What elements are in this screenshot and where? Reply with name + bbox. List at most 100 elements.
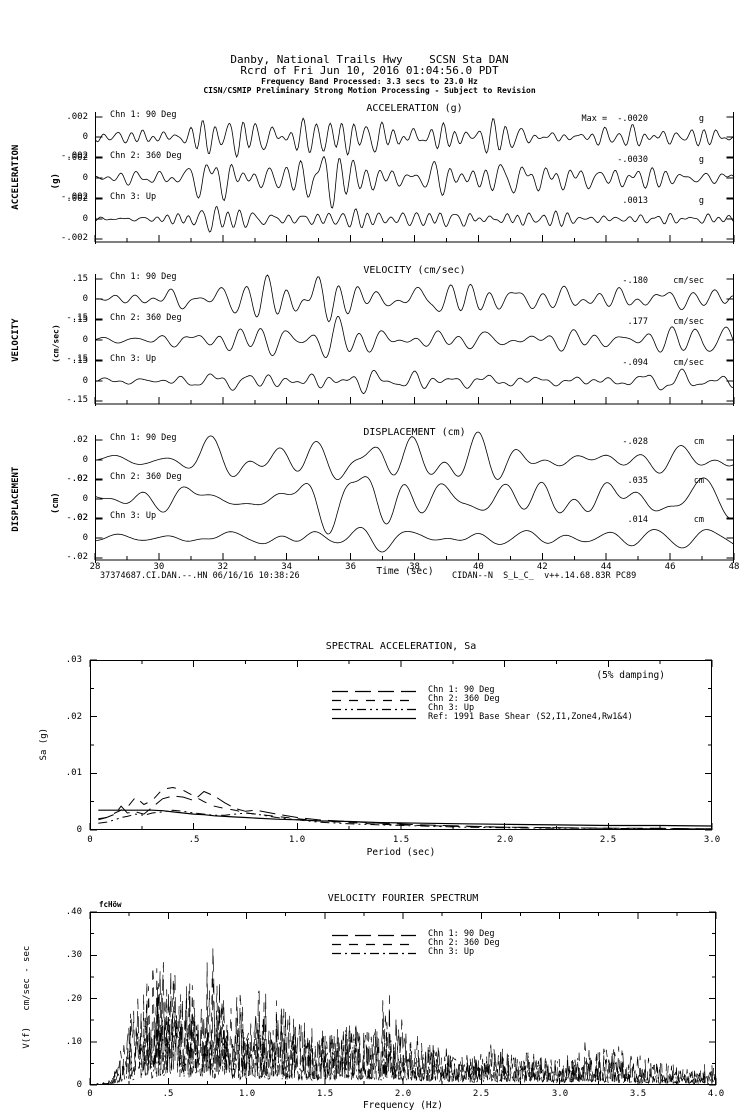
- y-tick-label: .20: [65, 994, 82, 1004]
- peak-value: .014: [627, 515, 648, 525]
- channel-label: Chn 2: 360 Deg: [110, 151, 182, 161]
- station-title: Danby, National Trails Hwy SCSN Sta DAN: [230, 53, 509, 66]
- legend-label-chn2: Chn 2: 360 Deg: [428, 938, 500, 948]
- y-tick-label: .02: [65, 712, 82, 722]
- fourier-x-axis-label: Frequency (Hz): [362, 1100, 444, 1111]
- legend-line-chn2: [332, 943, 416, 946]
- corner-frequency-label: fcHöw: [99, 900, 122, 909]
- y-tick-label: .40: [65, 907, 82, 917]
- peak-unit: g: [698, 155, 704, 165]
- legend-label-chn1: Chn 1: 90 Deg: [428, 929, 495, 939]
- y-tick-label: -.15: [66, 395, 88, 405]
- y-tick-label: .02: [71, 474, 88, 484]
- y-tick-label: -.15: [66, 354, 88, 364]
- x-tick-label: 34: [281, 562, 293, 572]
- velocity-side-label: VELOCITY: [10, 318, 21, 362]
- y-tick-label: -.002: [60, 233, 88, 243]
- x-tick-label: 42: [536, 562, 548, 572]
- displacement-traces-plot: [94, 431, 735, 563]
- y-tick-label: .002: [66, 194, 88, 204]
- x-tick-label: 38: [409, 562, 420, 572]
- peak-value: Max = -.0020: [581, 114, 648, 124]
- y-tick-label: 0: [82, 173, 88, 183]
- peak-value: -.028: [622, 437, 648, 447]
- record-datetime: Rcrd of Fri Jun 10, 2016 01:04:56.0 PDT: [240, 64, 499, 77]
- legend-line-ref: [332, 717, 416, 720]
- x-tick-label: 2.0: [496, 835, 514, 845]
- x-tick-label: 2.5: [599, 835, 617, 845]
- peak-unit: cm: [693, 515, 704, 525]
- channel-label: Chn 3: Up: [110, 192, 157, 202]
- sa-plot: [89, 659, 713, 831]
- y-tick-label: .15: [71, 315, 88, 325]
- peak-unit: cm: [693, 437, 704, 447]
- channel-label: Chn 1: 90 Deg: [110, 272, 177, 282]
- legend-label-ref: Ref: 1991 Base Shear (S2,I1,Zone4,Rw1&4): [428, 712, 633, 722]
- legend-label-chn1: Chn 1: 90 Deg: [428, 685, 495, 695]
- x-tick-label: 36: [345, 562, 357, 572]
- x-tick-label: .5: [188, 835, 200, 845]
- legend-line-chn1: [332, 934, 416, 937]
- x-tick-label: 4.0: [707, 1089, 725, 1099]
- x-tick-label: 46: [664, 562, 676, 572]
- x-tick-label: 2.0: [394, 1089, 412, 1099]
- y-tick-label: .10: [65, 1037, 82, 1047]
- y-tick-label: -.15: [66, 313, 88, 323]
- y-tick-label: .15: [71, 274, 88, 284]
- legend-line-chn2: [332, 699, 416, 702]
- y-tick-label: 0: [82, 214, 88, 224]
- y-tick-label: 0: [82, 132, 88, 142]
- y-tick-label: .002: [66, 153, 88, 163]
- record-id-footer: 37374687.CI.DAN.--.HN 06/16/16 10:38:26: [100, 571, 300, 581]
- x-tick-label: 1.5: [392, 835, 410, 845]
- y-tick-label: .01: [65, 768, 82, 778]
- peak-unit: g: [698, 114, 704, 124]
- x-tick-label: 2.5: [472, 1089, 490, 1099]
- sa-x-axis-label: Period (sec): [366, 847, 436, 858]
- y-tick-label: -.02: [66, 474, 88, 484]
- processing-version-footer: CIDAN--N S_L_C_ v++.14.68.83R PC89: [452, 571, 637, 581]
- fourier-plot: [89, 911, 717, 1086]
- x-tick-label: 1.5: [316, 1089, 334, 1099]
- displacement-panel-title: DISPLACEMENT (cm): [363, 427, 466, 438]
- x-tick-label: 3.0: [703, 835, 721, 845]
- legend-label-chn3: Chn 3: Up: [428, 947, 475, 957]
- channel-label: Chn 3: Up: [110, 354, 157, 364]
- displacement-side-label: DISPLACEMENT: [10, 466, 21, 532]
- x-tick-label: 44: [600, 562, 612, 572]
- x-tick-label: 28: [89, 562, 101, 572]
- frequency-band-note: Frequency Band Processed: 3.3 secs to 23…: [261, 77, 478, 86]
- y-tick-label: .30: [65, 950, 82, 960]
- x-tick-label: 40: [472, 562, 484, 572]
- channel-label: Chn 1: 90 Deg: [110, 433, 177, 443]
- y-tick-label: 0: [76, 1080, 82, 1090]
- x-tick-label: 0: [87, 835, 93, 845]
- velocity-traces-plot: [94, 274, 735, 406]
- peak-value: -.0030: [617, 155, 648, 165]
- legend-line-chn3: [332, 708, 416, 711]
- x-tick-label: .5: [162, 1089, 174, 1099]
- sa-plot-title: SPECTRAL ACCELERATION, Sa: [325, 641, 477, 652]
- y-tick-label: .002: [66, 112, 88, 122]
- channel-label: Chn 2: 360 Deg: [110, 313, 182, 323]
- y-tick-label: -.02: [66, 552, 88, 562]
- x-tick-label: 48: [728, 562, 739, 572]
- y-tick-label: 0: [82, 494, 88, 504]
- legend-line-chn1: [332, 690, 416, 693]
- acceleration-panel-title: ACCELERATION (g): [366, 103, 463, 114]
- acceleration-side-label: ACCELERATION: [10, 144, 21, 210]
- processing-note: CISN/CSMIP Preliminary Strong Motion Pro…: [203, 86, 536, 95]
- y-tick-label: 0: [82, 335, 88, 345]
- peak-unit: cm/sec: [673, 358, 704, 368]
- x-tick-label: 3.0: [551, 1089, 569, 1099]
- y-tick-label: 0: [82, 376, 88, 386]
- y-tick-label: 0: [82, 455, 88, 465]
- y-tick-label: .02: [71, 435, 88, 445]
- acceleration-traces-plot: [94, 112, 735, 244]
- damping-annotation: (5% damping): [596, 670, 665, 681]
- peak-unit: cm/sec: [673, 276, 704, 286]
- peak-value: .0013: [622, 196, 648, 206]
- y-tick-label: -.002: [60, 192, 88, 202]
- peak-unit: cm/sec: [673, 317, 704, 327]
